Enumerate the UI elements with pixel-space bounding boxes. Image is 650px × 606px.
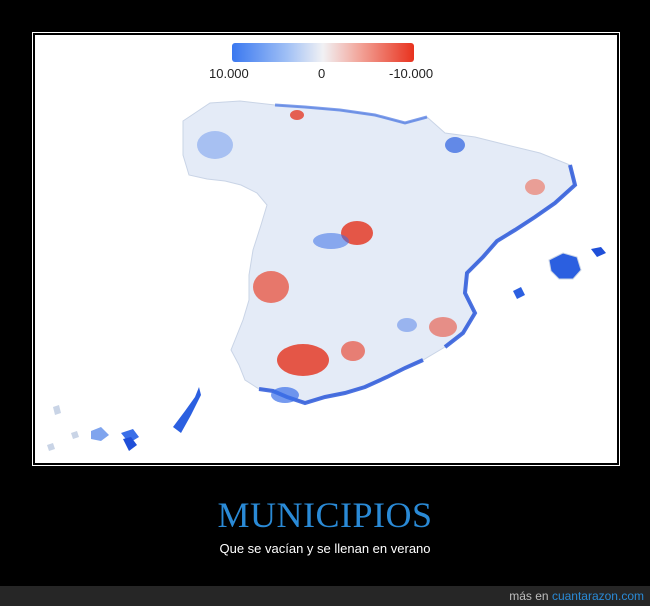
basque-blue-patch: [445, 137, 465, 153]
canary-island-2: [121, 429, 139, 443]
spain-municipality-map: [47, 100, 606, 451]
canary-island-5: [71, 431, 79, 439]
image-frame: 10.000 0 -10.000: [32, 32, 620, 466]
map-panel: 10.000 0 -10.000: [35, 35, 617, 463]
color-scale-bar: [232, 43, 414, 62]
central-blue-region: [313, 233, 349, 249]
footer-text: más en cuantarazon.com: [509, 589, 644, 603]
west-blue-region: [197, 131, 233, 159]
north-red-spots: [290, 110, 304, 120]
northeast-red-region: [525, 179, 545, 195]
east-red-region: [429, 317, 457, 337]
scale-label-mid: 0: [318, 66, 326, 81]
extremadura-red-region: [253, 271, 289, 303]
inner-blue-patch: [397, 318, 417, 332]
mainland-spain: [182, 100, 576, 404]
footer-site-link[interactable]: cuantarazon.com: [551, 589, 644, 603]
canary-island-4: [123, 437, 137, 451]
south-red-region: [341, 341, 365, 361]
north-coast-rim: [274, 103, 428, 125]
menorca-island: [591, 247, 606, 257]
scale-label-left: 10.000: [209, 66, 249, 81]
east-coast-rim: [443, 164, 578, 349]
canary-island-3: [91, 427, 109, 441]
madrid-red-region: [341, 221, 373, 245]
caption-title: MUNICIPIOS: [217, 495, 433, 535]
footer-prefix: más en: [509, 589, 549, 603]
footer-bar: más en cuantarazon.com: [0, 586, 650, 606]
scale-label-right: -10.000: [389, 66, 434, 81]
canary-island-7: [47, 443, 55, 451]
mallorca-island: [548, 252, 582, 280]
canary-island-1: [173, 387, 201, 433]
caption-subtitle: Que se vacían y se llenan en verano: [219, 541, 431, 556]
southwest-blue-region: [271, 387, 299, 403]
canary-island-6: [53, 405, 61, 415]
ibiza-island: [513, 287, 525, 299]
andalusia-red-region: [277, 344, 329, 376]
